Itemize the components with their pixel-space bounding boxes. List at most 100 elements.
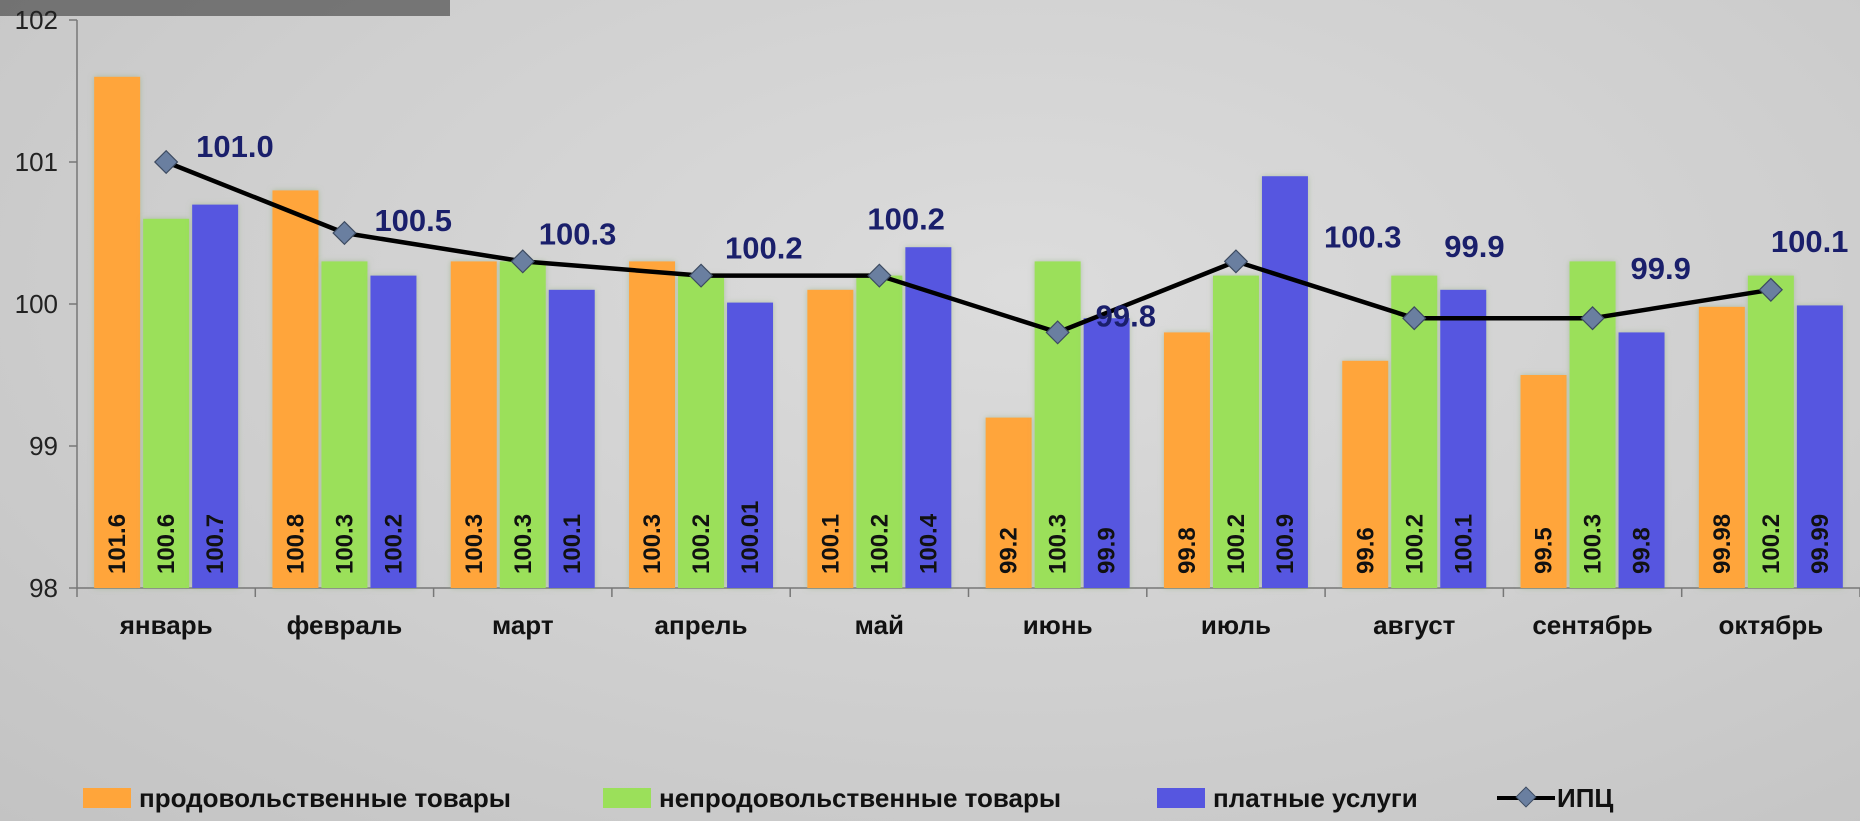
bar-value-label: 99.5 (1531, 527, 1558, 574)
cpi-marker (510, 249, 535, 274)
cpi-marker (867, 263, 892, 288)
bar-1 (272, 190, 319, 588)
bar-3 (548, 289, 595, 588)
bar-2 (1034, 261, 1081, 588)
bar-value-label: 99.98 (1709, 514, 1736, 574)
y-tick-label: 99 (29, 431, 58, 461)
bar-3 (905, 247, 952, 588)
y-tick-label: 101 (15, 147, 58, 177)
cpi-marker (1758, 277, 1784, 302)
legend-label: непродовольственные товары (659, 783, 1061, 813)
bar-3 (192, 204, 239, 588)
bar-3 (1796, 305, 1843, 588)
legend-label: платные услуги (1213, 783, 1418, 813)
bar-value-label: 100.8 (282, 514, 309, 574)
bar-value-label: 99.2 (996, 527, 1023, 574)
legend-marker (1515, 786, 1537, 808)
bar-value-label: 100.2 (866, 514, 893, 574)
bar-value-label: 100.4 (915, 513, 942, 574)
bar-2 (143, 218, 190, 589)
cpi-value-label: 100.2 (867, 202, 945, 237)
bar-2 (1747, 275, 1794, 588)
bar-1 (807, 289, 854, 588)
bar-value-label: 100.3 (1045, 514, 1072, 574)
cpi-marker (1223, 249, 1249, 274)
x-category-label: октябрь (1718, 610, 1823, 640)
bar-2 (1212, 275, 1259, 588)
bar-3 (370, 275, 417, 588)
x-category-label: август (1373, 610, 1456, 640)
bar-1 (985, 417, 1032, 588)
x-category-label: сентябрь (1532, 610, 1652, 640)
bar-value-label: 100.2 (1223, 514, 1250, 574)
cpi-marker (1402, 306, 1427, 331)
cpi-marker (1580, 306, 1605, 331)
bar-value-label: 100.2 (688, 514, 715, 574)
x-category-label: февраль (287, 610, 403, 640)
bar-value-label: 99.8 (1629, 527, 1656, 574)
bar-3 (1440, 289, 1487, 588)
cpi-marker (153, 149, 179, 175)
bar-3 (1261, 176, 1308, 588)
x-axis: январь февраль март апрель май июнь июль август… (76, 587, 1860, 640)
cpi-line-layer: 101.0 100.5 100.3 100.2 100.2 99.8 100.3 99.9 99… (153, 129, 1849, 345)
corner-shade (0, 0, 450, 16)
x-category-label: июль (1201, 610, 1271, 640)
bar-1 (1520, 375, 1567, 588)
bar-value-label: 99.8 (1174, 527, 1201, 574)
y-tick-label: 102 (15, 5, 58, 35)
cpi-value-label: 99.8 (1096, 298, 1156, 333)
cpi-marker (688, 263, 714, 288)
y-tick-label: 100 (15, 289, 58, 319)
bar-value-label: 101.6 (104, 514, 131, 574)
cpi-value-label: 99.9 (1631, 251, 1691, 286)
x-category-label: май (855, 610, 904, 640)
bar-value-label: 100.7 (202, 514, 229, 574)
cpi-value-label: 101.0 (196, 129, 274, 164)
bar-2 (321, 261, 368, 588)
bar-2 (856, 275, 903, 588)
bar-value-label: 100.3 (639, 514, 666, 574)
bar-value-label: 100.3 (510, 514, 537, 574)
bar-value-label: 100.9 (1272, 514, 1299, 574)
bar-2 (678, 275, 725, 588)
cpi-value-label: 100.5 (374, 203, 452, 238)
bar-value-label: 100.2 (1758, 514, 1785, 574)
bar-1 (94, 76, 141, 589)
x-category-label: март (492, 610, 554, 640)
cpi-marker (1045, 320, 1070, 345)
bar-value-label: 100.6 (153, 514, 180, 574)
y-tick-label: 98 (29, 573, 58, 603)
bar-3 (1083, 318, 1130, 588)
legend-label: ИПЦ (1557, 783, 1613, 813)
bar-value-label: 100.1 (1450, 514, 1477, 574)
bars: 101.6 100.6 100.7 100.8 100.3 100.2 100.3 100.3… (94, 76, 1843, 589)
cpi-value-label: 100.3 (1324, 219, 1402, 254)
legend-swatch (83, 788, 131, 808)
cpi-line (165, 159, 1772, 335)
bar-value-label: 100.1 (817, 514, 844, 574)
x-category-label: январь (119, 610, 213, 640)
x-category-label: апрель (655, 610, 748, 640)
cpi-value-label: 100.3 (539, 216, 617, 251)
y-axis: 98 99 100 101 102 (15, 5, 78, 603)
bar-value-label: 99.99 (1807, 514, 1834, 574)
cpi-value-label: 99.9 (1444, 229, 1504, 264)
legend: продовольственные товары непродовольствен… (83, 783, 1613, 813)
bar-value-label: 99.6 (1352, 527, 1379, 574)
bar-value-label: 100.3 (1580, 514, 1607, 574)
bar-1 (629, 261, 676, 588)
bar-2 (499, 261, 546, 588)
bar-1 (450, 261, 497, 588)
bar-value-label: 100.01 (737, 501, 764, 574)
bar-1 (1342, 360, 1389, 588)
bar-value-label: 99.9 (1094, 527, 1121, 574)
bar-1 (1698, 306, 1745, 588)
bar-3 (727, 302, 774, 588)
legend-swatch (603, 788, 651, 808)
bar-value-label: 100.1 (559, 514, 586, 574)
cpi-value-label: 100.1 (1771, 224, 1849, 259)
legend-swatch (1157, 788, 1205, 808)
legend-label: продовольственные товары (139, 783, 511, 813)
